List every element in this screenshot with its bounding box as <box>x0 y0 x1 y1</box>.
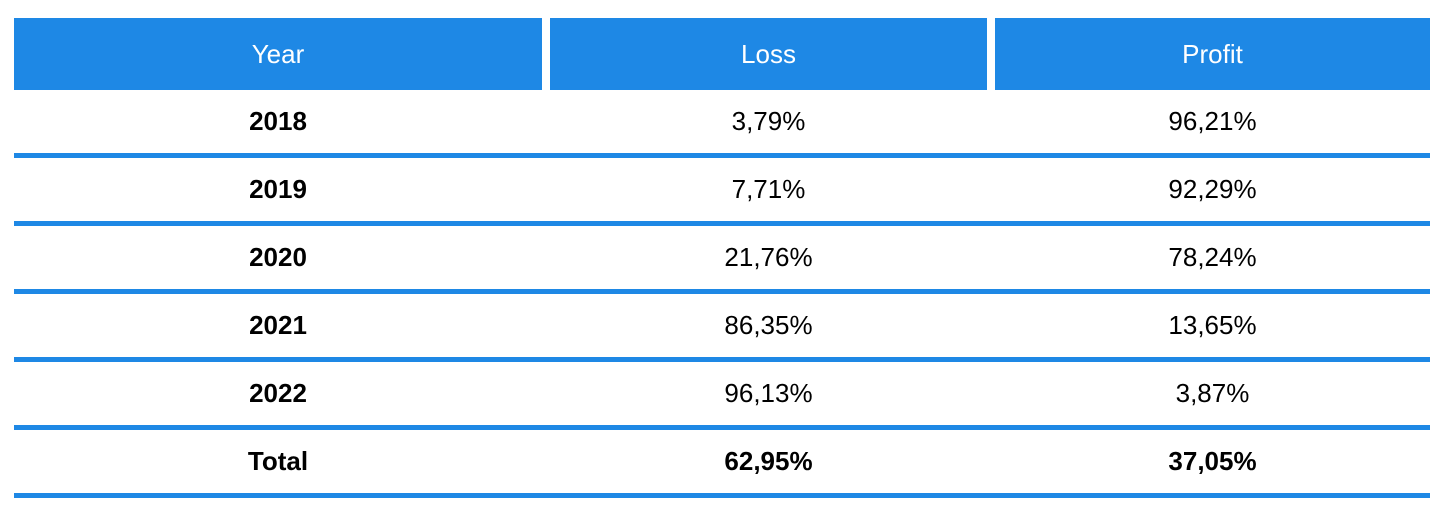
total-loss-cell: 62,95% <box>724 446 813 476</box>
column-header-loss: Loss <box>550 18 987 90</box>
loss-profit-table: Year Loss Profit 2018 3,79% 96,21% 2019 … <box>14 18 1430 498</box>
table-row-2021: 2021 86,35% 13,65% <box>14 294 1430 362</box>
table-header-row: Year Loss Profit <box>14 18 1430 90</box>
total-profit-cell: 37,05% <box>1168 446 1257 476</box>
year-cell: 2021 <box>249 310 307 340</box>
profit-cell: 78,24% <box>1168 242 1257 272</box>
column-header-year: Year <box>14 18 542 90</box>
total-label-cell: Total <box>247 446 309 476</box>
year-cell: 2022 <box>249 378 307 408</box>
table-row-2018: 2018 3,79% 96,21% <box>14 90 1430 158</box>
loss-cell: 21,76% <box>724 242 813 272</box>
table-row-2022: 2022 96,13% 3,87% <box>14 362 1430 430</box>
profit-cell: 96,21% <box>1168 106 1257 136</box>
loss-cell: 7,71% <box>731 174 806 204</box>
table-row-2019: 2019 7,71% 92,29% <box>14 158 1430 226</box>
table-row-2020: 2020 21,76% 78,24% <box>14 226 1430 294</box>
table-row-total: Total 62,95% 37,05% <box>14 430 1430 498</box>
loss-cell: 3,79% <box>731 106 806 136</box>
column-header-profit: Profit <box>995 18 1430 90</box>
year-cell: 2020 <box>249 242 307 272</box>
profit-cell: 92,29% <box>1168 174 1257 204</box>
profit-cell: 13,65% <box>1168 310 1257 340</box>
loss-cell: 96,13% <box>724 378 813 408</box>
loss-cell: 86,35% <box>724 310 813 340</box>
year-cell: 2018 <box>249 106 307 136</box>
year-cell: 2019 <box>249 174 307 204</box>
profit-cell: 3,87% <box>1175 378 1250 408</box>
